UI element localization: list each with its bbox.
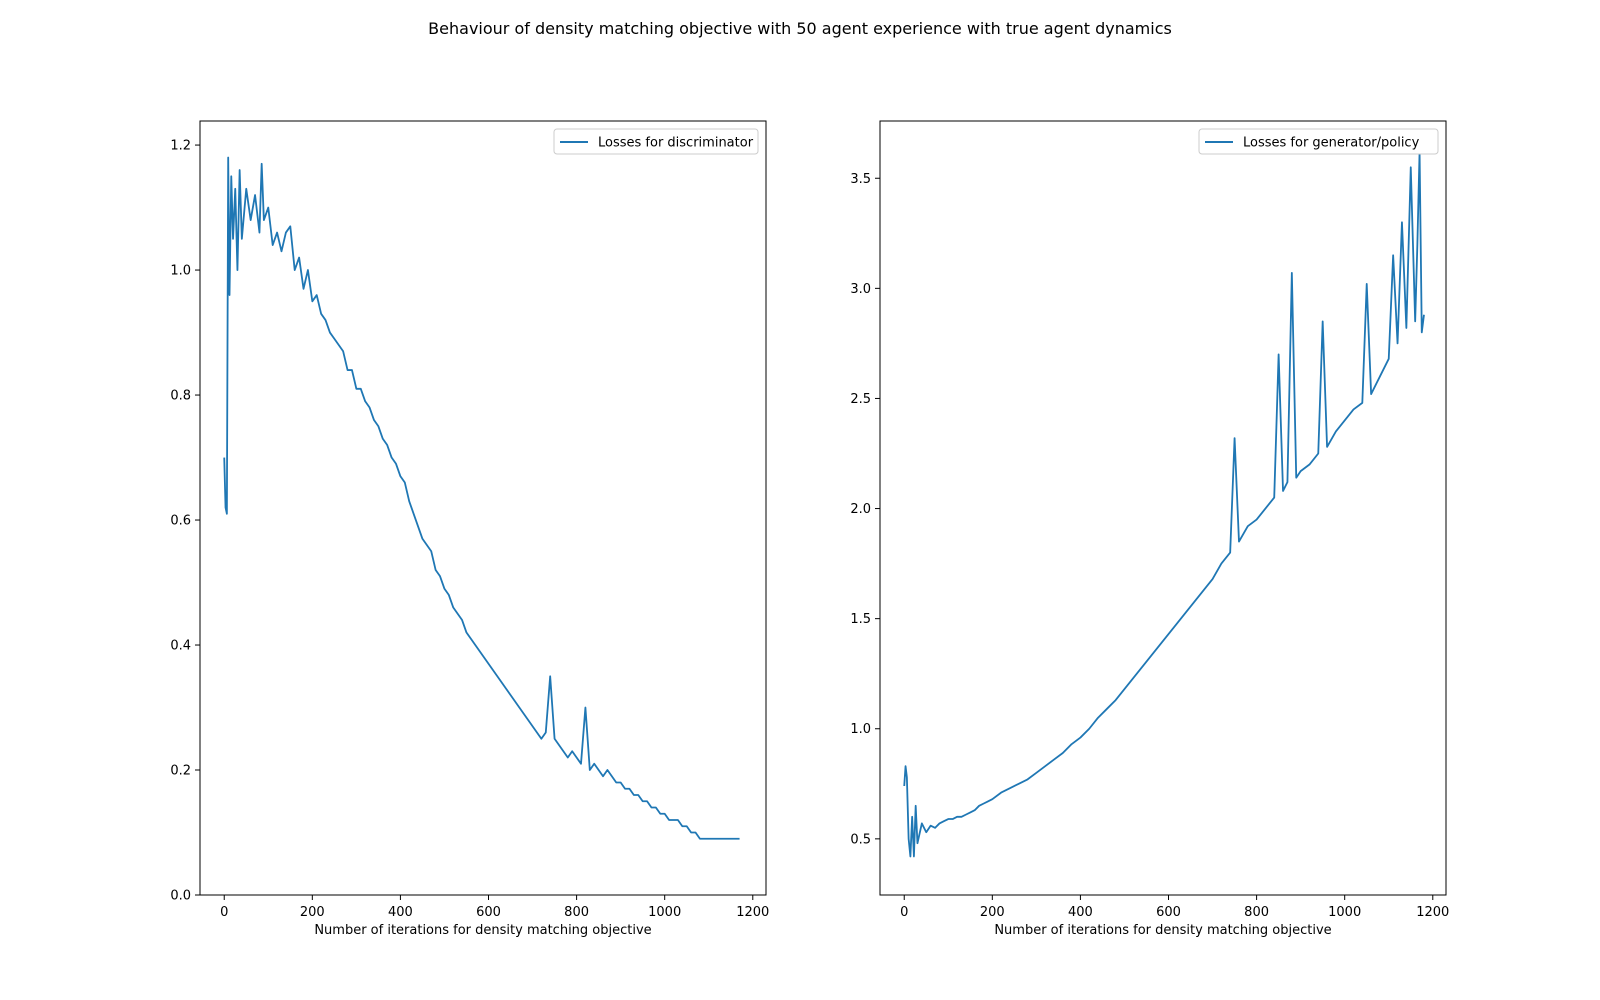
- generator-x-tick-label: 400: [1068, 905, 1093, 920]
- discriminator-x-tick-label: 0: [220, 905, 228, 920]
- generator-y-tick-label: 2.5: [850, 392, 871, 407]
- generator-plot-area: 0 200 400 600 800 1000 1200 0.5 1.0 1.5 2.0 2.5 3.0 3…: [850, 120, 1449, 920]
- generator-x-tick-label: 800: [1244, 905, 1269, 920]
- generator-x-tick-label: 200: [980, 905, 1005, 920]
- discriminator-x-tick-label: 400: [388, 905, 413, 920]
- figure-title: Behaviour of density matching objective …: [428, 19, 1172, 38]
- discriminator-y-tick-label: 0.6: [170, 514, 191, 529]
- discriminator-y-tick-label: 1.0: [170, 264, 191, 279]
- generator-x-tick-label: 0: [900, 905, 908, 920]
- discriminator-x-tick-label: 1000: [648, 905, 681, 920]
- generator-legend-box: [1198, 128, 1439, 155]
- discriminator-y-tick-label: 1.2: [170, 139, 191, 154]
- generator-x-tick-label: 1200: [1416, 905, 1449, 920]
- discriminator-axes-frame: [199, 120, 767, 896]
- discriminator-plot-area: 0 200 400 600 800 1000 1200 0.0 0.2 0.4 0.6 0.8 1.0 1…: [170, 120, 769, 920]
- generator-x-tick-label: 600: [1156, 905, 1181, 920]
- discriminator-x-tick-label: 1200: [736, 905, 769, 920]
- discriminator-x-axis-label: Number of iterations for density matchin…: [314, 923, 651, 938]
- discriminator-y-tick-label: 0.2: [170, 764, 191, 779]
- discriminator-x-tick-label: 200: [300, 905, 325, 920]
- discriminator-loss-chart: 0 200 400 600 800 1000 1200 0.0 0.2 0.4 0.6 0.8 1.0 1…: [170, 120, 769, 938]
- discriminator-y-tick-label: 0.4: [170, 639, 191, 654]
- generator-y-tick-label: 0.5: [850, 832, 871, 847]
- generator-x-tick-label: 1000: [1328, 905, 1361, 920]
- generator-y-tick-label: 3.0: [850, 282, 871, 297]
- generator-legend: Losses for generator/policy: [1198, 128, 1439, 155]
- generator-y-tick-label: 1.5: [850, 612, 871, 627]
- discriminator-legend-box: [553, 128, 759, 155]
- discriminator-legend: Losses for discriminator: [553, 128, 759, 155]
- discriminator-x-tick-label: 800: [564, 905, 589, 920]
- generator-y-tick-label: 3.5: [850, 172, 871, 187]
- generator-axes-frame: [879, 120, 1447, 896]
- discriminator-y-tick-label: 0.0: [170, 889, 191, 904]
- generator-y-tick-label: 1.0: [850, 722, 871, 737]
- discriminator-x-tick-label: 600: [476, 905, 501, 920]
- generator-legend-label: Losses for generator/policy: [1243, 136, 1420, 151]
- generator-loss-chart: 0 200 400 600 800 1000 1200 0.5 1.0 1.5 2.0 2.5 3.0 3…: [850, 120, 1449, 938]
- discriminator-loss-line: [223, 156, 740, 840]
- generator-x-axis-label: Number of iterations for density matchin…: [994, 923, 1331, 938]
- generator-loss-line: [903, 150, 1425, 858]
- discriminator-y-tick-label: 0.8: [170, 389, 191, 404]
- generator-y-tick-label: 2.0: [850, 502, 871, 517]
- discriminator-legend-label: Losses for discriminator: [598, 136, 754, 151]
